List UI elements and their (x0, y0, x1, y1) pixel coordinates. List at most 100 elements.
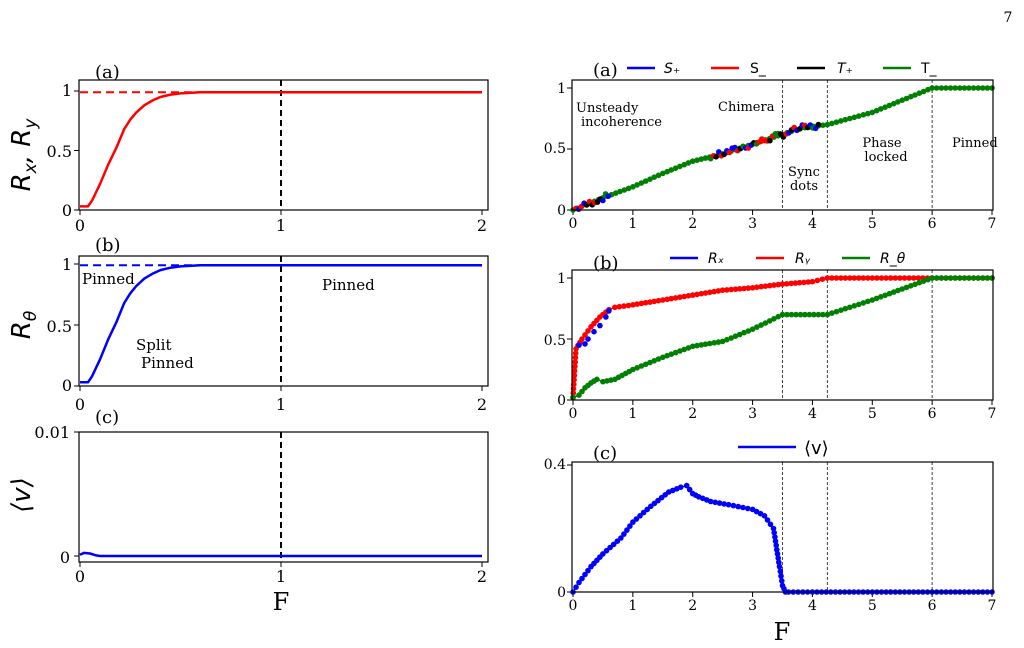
data-point (637, 513, 643, 519)
x-tick-label: 1 (276, 216, 286, 235)
data-point (758, 322, 764, 328)
data-point (895, 99, 901, 105)
data-point (617, 188, 623, 195)
data-point (573, 584, 579, 590)
data-point (847, 115, 853, 122)
data-point (642, 299, 649, 306)
x-tick-labels: 0 1 2 3 4 5 6 7 (569, 406, 997, 422)
data-point (625, 185, 632, 192)
panel-label: (b) (593, 253, 619, 274)
x-tick-label: 4 (808, 598, 817, 614)
data-point (878, 275, 885, 281)
data-point (777, 568, 784, 575)
data-point (809, 278, 816, 285)
y-tick-label: 0.5 (47, 142, 72, 161)
data-point (801, 279, 807, 286)
plot-area (567, 462, 995, 597)
data-point (613, 190, 619, 196)
data-point (908, 283, 914, 289)
x-tick-label: 0 (75, 567, 85, 586)
data-point (774, 546, 780, 553)
data-point (627, 523, 633, 529)
data-point (740, 504, 746, 511)
legend-label: Rᵧ (795, 251, 811, 267)
data-point (920, 278, 927, 284)
panel-label: (c) (95, 407, 119, 428)
data-point (887, 275, 894, 281)
data-point (719, 338, 726, 345)
data-point (571, 368, 578, 374)
x-tick-label: 2 (688, 598, 697, 614)
y-tick-label: 0 (62, 201, 72, 220)
data-point (711, 288, 717, 295)
data-point (878, 106, 884, 112)
data-point (741, 329, 747, 336)
data-point (707, 340, 713, 347)
data-point (579, 575, 585, 582)
data-point (600, 551, 606, 557)
data-point (966, 85, 972, 91)
data-point (890, 289, 897, 295)
series-line (80, 263, 482, 384)
data-point (899, 286, 905, 292)
data-point (572, 363, 578, 370)
data-point (882, 104, 888, 110)
data-point (899, 97, 905, 103)
legend-label: T_ (920, 61, 938, 77)
legend-label: S₊ (664, 61, 680, 77)
data-point (651, 358, 657, 364)
data-point (681, 161, 687, 168)
data-point (698, 156, 705, 162)
annotation-split-pinned: Pinned (141, 354, 194, 372)
panel-label: (a) (593, 60, 618, 81)
data-point (698, 342, 705, 348)
data-point (957, 85, 963, 91)
data-point (630, 302, 636, 308)
data-point (642, 178, 649, 184)
data-point (784, 311, 790, 318)
data-point (721, 501, 727, 507)
data-point (771, 316, 777, 322)
data-point (901, 275, 908, 281)
data-point (869, 297, 876, 303)
data-point (975, 85, 981, 91)
x-tick-label: 0 (569, 598, 578, 614)
data-point (771, 282, 777, 288)
data-point (647, 359, 653, 366)
data-point (621, 187, 628, 193)
data-point (815, 311, 822, 318)
data-point (842, 275, 849, 281)
data-point (856, 113, 862, 119)
data-point (802, 311, 808, 318)
data-point (856, 275, 862, 281)
data-point (797, 311, 804, 318)
data-point (694, 342, 700, 349)
data-point (984, 85, 991, 91)
data-point (712, 499, 718, 506)
data-point (788, 311, 795, 318)
x-tick-label: 6 (928, 216, 937, 232)
annotation-regime: Unsteady (576, 101, 639, 116)
data-point (585, 336, 591, 342)
data-point (664, 168, 670, 175)
data-point (838, 307, 844, 314)
data-point (707, 498, 714, 505)
data-point (754, 324, 760, 330)
y-axis-label: ⟨v⟩ (7, 477, 37, 513)
x-tick-label: 6 (928, 598, 937, 614)
data-point (603, 547, 610, 554)
data-point (634, 182, 640, 188)
data-point (966, 275, 972, 281)
data-point (634, 365, 640, 371)
x-tick-label: 3 (748, 598, 757, 614)
data-point (702, 341, 709, 348)
panel-right-b: (b) Rₓ Rᵧ R_θ 1 0.5 0 0 1 2 3 4 5 6 7 (544, 251, 997, 422)
data-point (933, 275, 940, 281)
data-point (668, 167, 675, 173)
data-point (594, 376, 600, 383)
data-point (735, 503, 741, 510)
data-point (719, 287, 726, 294)
data-point (683, 482, 690, 489)
annotation-regime: incoherence (581, 115, 662, 130)
data-point (929, 85, 935, 91)
